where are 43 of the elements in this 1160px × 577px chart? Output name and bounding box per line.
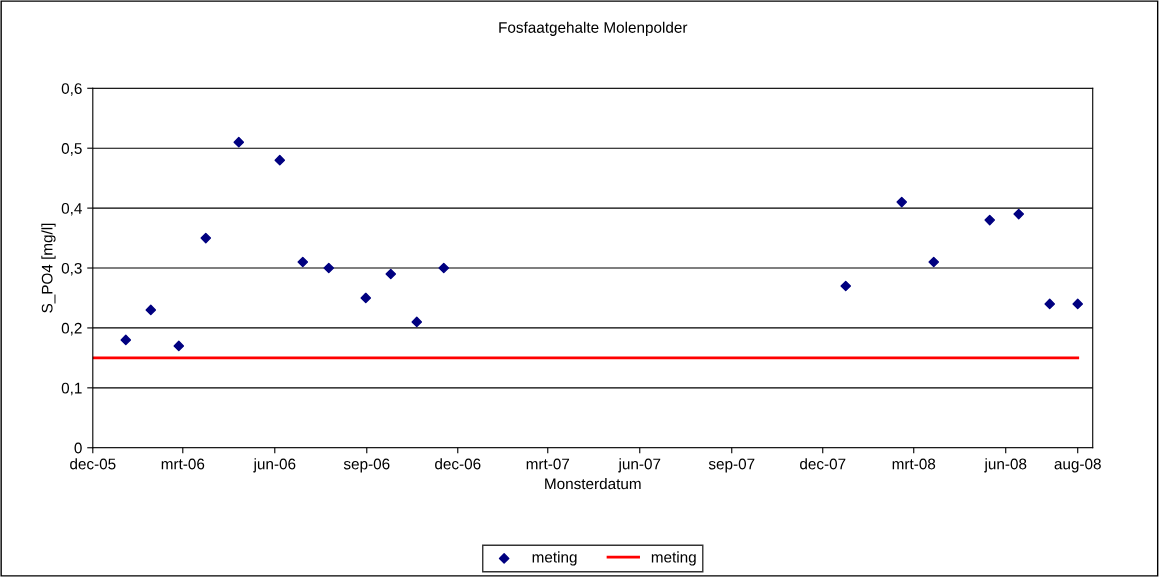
y-axis-title: S_PO4 [mg/l] bbox=[41, 223, 56, 313]
point bbox=[1013, 208, 1025, 220]
x-tick-label: sep-07 bbox=[708, 458, 755, 473]
point bbox=[896, 196, 908, 208]
point bbox=[360, 292, 372, 304]
point bbox=[200, 232, 212, 244]
point bbox=[840, 280, 852, 292]
legend-label: meting bbox=[651, 551, 696, 566]
x-tick-label: jun-07 bbox=[618, 458, 661, 473]
x-tick-label: dec-07 bbox=[800, 458, 846, 470]
y-tick-label: 0 bbox=[74, 442, 82, 454]
x-tick-label: mrt-06 bbox=[161, 458, 205, 470]
y-tick-label: 0,6 bbox=[61, 83, 82, 96]
x-tick-label: mrt-07 bbox=[526, 458, 570, 470]
point bbox=[274, 154, 286, 166]
point bbox=[173, 340, 185, 352]
y-tick-label: 0,4 bbox=[61, 202, 82, 216]
legend-label: meting bbox=[532, 551, 577, 566]
y-tick-label: 0,5 bbox=[61, 143, 82, 156]
point bbox=[233, 136, 245, 148]
point bbox=[1072, 298, 1084, 310]
point bbox=[1044, 298, 1056, 310]
x-tick-label: sep-06 bbox=[343, 458, 390, 473]
point bbox=[385, 268, 397, 280]
y-tick-label: 0,1 bbox=[61, 382, 82, 396]
point bbox=[411, 316, 423, 328]
x-tick-label: dec-06 bbox=[435, 458, 481, 470]
x-tick-label: mrt-08 bbox=[892, 458, 936, 470]
point bbox=[323, 262, 335, 274]
point bbox=[297, 256, 309, 268]
point bbox=[120, 334, 132, 346]
x-tick-label: dec-05 bbox=[70, 458, 116, 470]
point bbox=[928, 256, 940, 268]
point bbox=[438, 262, 450, 274]
x-axis-title: Monsterdatum bbox=[545, 477, 641, 490]
point bbox=[984, 214, 996, 226]
y-tick-label: 0,3 bbox=[61, 262, 82, 276]
x-tick-label: aug-08 bbox=[1054, 458, 1101, 473]
x-tick-label: jun-08 bbox=[984, 458, 1027, 473]
x-tick-label: jun-06 bbox=[253, 458, 296, 473]
point bbox=[145, 304, 157, 316]
y-tick-label: 0,2 bbox=[61, 322, 82, 336]
chart-title: Fosfaatgehalte Molenpolder bbox=[499, 21, 688, 36]
